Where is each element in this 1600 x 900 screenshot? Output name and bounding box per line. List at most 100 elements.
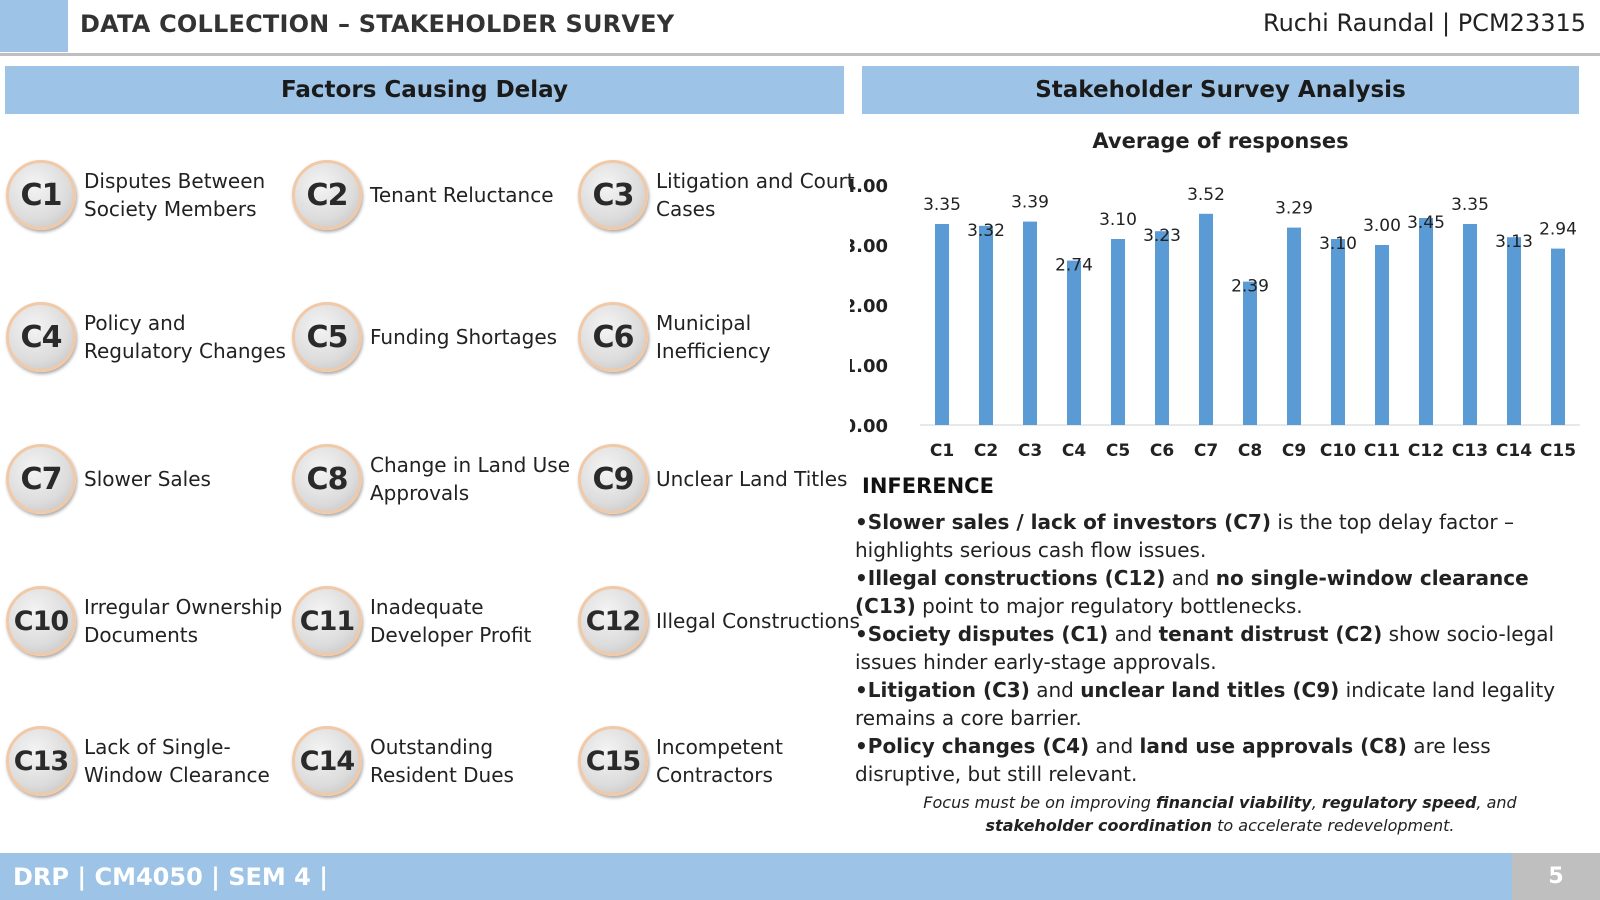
y-tick-label: 2.00 (850, 296, 888, 317)
inference-list: •Slower sales / lack of investors (C7) i… (855, 508, 1580, 788)
factor-code-badge: C15 (578, 726, 648, 796)
inference-item: •Illegal constructions (C12) and no sing… (855, 564, 1580, 620)
bar-c12 (1419, 218, 1433, 425)
factor-item-c14: C14 Outstanding Resident Dues (292, 726, 572, 816)
page-title: DATA COLLECTION – STAKEHOLDER SURVEY (80, 10, 675, 38)
bar-c4 (1067, 260, 1081, 425)
x-tick-label: C6 (1150, 441, 1174, 461)
inference-text: and (1108, 622, 1159, 646)
bar-c3 (1023, 221, 1037, 425)
factor-label: Outstanding Resident Dues (370, 735, 514, 787)
x-tick-label: C13 (1452, 441, 1488, 461)
factor-code-badge: C14 (292, 726, 362, 796)
data-label: 3.10 (1319, 234, 1357, 254)
focus-text: Focus must be on improving (923, 793, 1157, 812)
inference-text: is the top delay factor – highlights ser… (855, 510, 1514, 562)
data-label: 3.13 (1495, 232, 1533, 252)
data-label: 3.39 (1011, 193, 1049, 213)
x-tick-label: C7 (1194, 441, 1218, 461)
focus-highlight: financial viability (1156, 793, 1312, 812)
factor-label: Irregular Ownership Documents (84, 595, 283, 647)
inference-highlight: no single-window clearance (C13) (855, 566, 1529, 618)
inference-text: show socio-legal issues hinder early-sta… (855, 622, 1555, 674)
factor-item-c3: C3 Litigation and Court Cases (578, 160, 858, 250)
x-tick-label: C14 (1496, 441, 1532, 461)
x-tick-label: C5 (1106, 441, 1130, 461)
factor-item-c4: C4 Policy and Regulatory Changes (6, 302, 286, 392)
y-tick-label: 1.00 (850, 356, 888, 377)
factor-label: Inadequate Developer Profit (370, 595, 532, 647)
data-label: 3.00 (1363, 216, 1401, 236)
inference-item: •Society disputes (C1) and tenant distru… (855, 620, 1580, 676)
inference-highlight: •Illegal constructions (C12) (855, 566, 1166, 590)
factor-label: Change in Land Use Approvals (370, 453, 571, 505)
x-tick-label: C11 (1364, 441, 1400, 461)
factor-item-c10: C10 Irregular Ownership Documents (6, 586, 286, 676)
factor-code-badge: C13 (6, 726, 76, 796)
data-label: 3.32 (967, 221, 1005, 241)
inference-highlight: land use approvals (C8) (1139, 734, 1407, 758)
focus-text: , and (1476, 793, 1517, 812)
bar-c10 (1331, 239, 1345, 425)
inference-heading: INFERENCE (862, 474, 994, 498)
factor-code-badge: C12 (578, 586, 648, 656)
data-label: 3.52 (1187, 185, 1225, 205)
factor-item-c15: C15 Incompetent Contractors (578, 726, 858, 816)
footer-course: DRP | CM4050 | SEM 4 | (0, 853, 1512, 900)
header-divider (0, 53, 1600, 56)
data-label: 3.45 (1407, 213, 1445, 233)
focus-note: Focus must be on improving financial via… (880, 791, 1560, 837)
focus-highlight: regulatory speed (1321, 793, 1477, 812)
factor-code-badge: C9 (578, 444, 648, 514)
bar-c9 (1287, 227, 1301, 425)
x-tick-label: C8 (1238, 441, 1262, 461)
factor-item-c12: C12 Illegal Constructions (578, 586, 860, 676)
bar-c14 (1507, 237, 1521, 425)
factor-code-badge: C5 (292, 302, 362, 372)
factor-code-badge: C7 (6, 444, 76, 514)
x-tick-label: C10 (1320, 441, 1356, 461)
bar-c6 (1155, 231, 1169, 425)
inference-text: and (1029, 678, 1081, 702)
factor-item-c8: C8 Change in Land Use Approvals (292, 444, 572, 534)
focus-highlight: stakeholder coordination (985, 816, 1213, 835)
factor-label: Disputes Between Society Members (84, 169, 266, 221)
x-tick-label: C1 (930, 441, 954, 461)
focus-text: to accelerate redevelopment. (1212, 816, 1455, 835)
author-info: Ruchi Raundal | PCM23315 (1262, 9, 1586, 37)
factor-label: Tenant Reluctance (370, 183, 554, 207)
x-tick-label: C3 (1018, 441, 1042, 461)
data-label: 3.35 (923, 195, 961, 215)
factor-item-c6: C6 Municipal Inefficiency (578, 302, 858, 392)
data-label: 3.35 (1451, 195, 1489, 215)
data-label: 2.94 (1539, 220, 1577, 240)
inference-item: •Policy changes (C4) and land use approv… (855, 732, 1580, 788)
inference-text: are less disruptive, but still relevant. (855, 734, 1491, 786)
data-label: 2.39 (1231, 277, 1269, 297)
factor-code-badge: C4 (6, 302, 76, 372)
factor-code-badge: C6 (578, 302, 648, 372)
data-label: 3.10 (1099, 210, 1137, 230)
factor-label: Policy and Regulatory Changes (84, 311, 286, 363)
inference-text: point to major regulatory bottlenecks. (915, 594, 1303, 618)
inference-highlight: •Litigation (C3) (855, 678, 1030, 702)
data-label: 2.74 (1055, 256, 1093, 276)
inference-text: and (1165, 566, 1216, 590)
factor-item-c7: C7 Slower Sales (6, 444, 286, 534)
x-tick-label: C15 (1540, 441, 1576, 461)
bar-c15 (1551, 248, 1565, 425)
inference-highlight: •Slower sales / lack of investors (C7) (855, 510, 1271, 534)
x-tick-label: C12 (1408, 441, 1444, 461)
chart-title: Average of responses (1092, 129, 1349, 153)
inference-text: indicate land legality remains a core ba… (855, 678, 1556, 730)
factor-code-badge: C1 (6, 160, 76, 230)
factors-section-header: Factors Causing Delay (5, 66, 844, 114)
x-tick-label: C9 (1282, 441, 1306, 461)
bar-c13 (1463, 224, 1477, 425)
analysis-section-header: Stakeholder Survey Analysis (862, 66, 1579, 114)
inference-highlight: •Society disputes (C1) (855, 622, 1109, 646)
bar-c8 (1243, 281, 1257, 425)
page-number: 5 (1512, 853, 1600, 900)
factor-code-badge: C2 (292, 160, 362, 230)
bar-c2 (979, 225, 993, 425)
